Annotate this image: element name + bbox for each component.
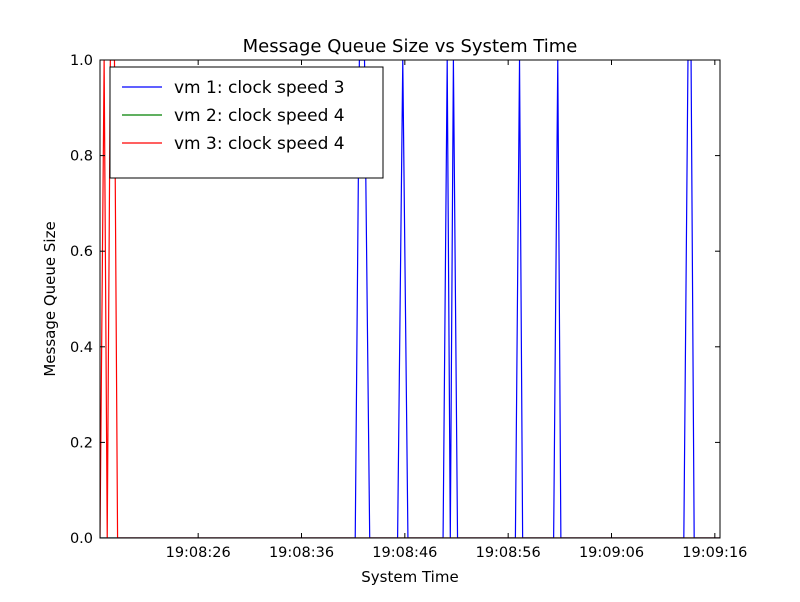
chart-title: Message Queue Size vs System Time [243, 36, 578, 57]
y-tick-label: 0.6 [70, 244, 93, 260]
x-axis: 19:08:26 19:08:36 19:08:46 19:08:56 19:09:06… [166, 60, 747, 561]
legend-label: vm 3: clock speed 4 [174, 134, 345, 154]
legend-label: vm 1: clock speed 3 [174, 78, 345, 98]
y-tick-label: 1.0 [70, 53, 93, 69]
series-line-1 [100, 60, 720, 538]
plot-frame [99, 59, 721, 539]
y-axis-label: Message Queue Size [41, 221, 59, 376]
x-tick-label: 19:08:56 [476, 545, 541, 561]
x-tick-label: 19:09:16 [682, 545, 747, 561]
y-tick-label: 0.4 [70, 340, 93, 356]
y-tick-label: 0.8 [70, 149, 93, 165]
x-axis-label: System Time [361, 568, 458, 586]
x-tick-label: 19:08:36 [269, 545, 334, 561]
x-tick-label: 19:08:46 [372, 545, 437, 561]
x-tick-label: 19:09:06 [579, 545, 644, 561]
y-tick-label: 0.2 [70, 435, 93, 451]
legend-box [109, 66, 384, 179]
y-tick-label: 0.0 [70, 531, 93, 547]
series-layer [100, 60, 720, 538]
legend-label: vm 2: clock speed 4 [174, 106, 345, 126]
legend: vm 1: clock speed 3 vm 2: clock speed 4 vm… [109, 66, 384, 179]
y-axis: 0.0 0.2 0.4 0.6 0.8 1.0 [70, 53, 720, 547]
x-tick-label: 19:08:26 [166, 545, 231, 561]
